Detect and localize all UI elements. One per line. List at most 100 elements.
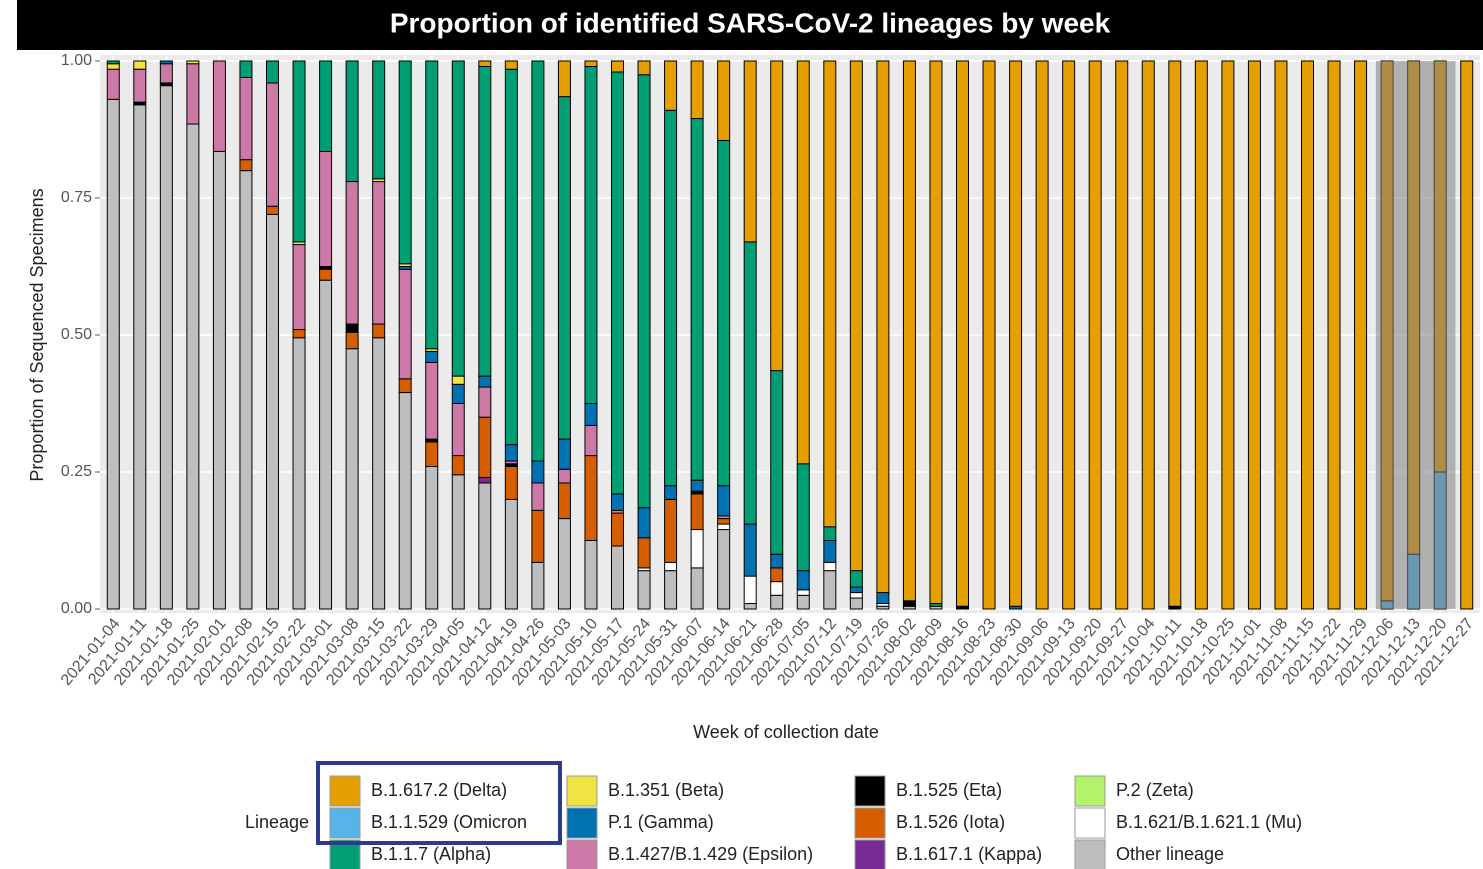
bar-segment bbox=[823, 570, 837, 610]
bar-segment bbox=[531, 561, 545, 610]
legend-label: Other lineage bbox=[1116, 844, 1224, 864]
bar-segment bbox=[584, 403, 598, 426]
shade-overlay bbox=[1375, 61, 1456, 609]
bar-segment bbox=[876, 60, 890, 594]
bar-segment bbox=[133, 60, 147, 70]
bar-segment bbox=[982, 60, 996, 610]
bar-segment bbox=[584, 424, 598, 457]
x-axis-title: Week of collection date bbox=[693, 722, 879, 742]
legend-key bbox=[1074, 839, 1106, 869]
bar-segment bbox=[159, 60, 173, 65]
bar-segment bbox=[451, 403, 465, 457]
bar-segment bbox=[823, 540, 837, 563]
y-tick-label: 0.00 bbox=[61, 600, 92, 617]
bar-segment bbox=[717, 523, 731, 531]
bar-segment bbox=[239, 76, 253, 161]
bar-segment bbox=[557, 518, 571, 610]
plot-panel bbox=[100, 55, 1480, 613]
bar-segment bbox=[159, 85, 173, 610]
y-tick-label: 0.25 bbox=[61, 463, 92, 480]
bar-segment bbox=[664, 485, 678, 500]
bar-segment bbox=[717, 529, 731, 610]
bar-segment bbox=[584, 540, 598, 610]
legend-key bbox=[854, 807, 886, 839]
y-axis-title: Proportion of Sequenced Specimens bbox=[27, 188, 47, 481]
bar-segment bbox=[637, 507, 651, 539]
bar-segment bbox=[849, 586, 863, 594]
bar-segment bbox=[1168, 60, 1182, 607]
bar-segment bbox=[398, 60, 412, 265]
bar-segment bbox=[637, 570, 651, 610]
bar-segment bbox=[557, 60, 571, 98]
legend-key bbox=[566, 807, 598, 839]
bar-segment bbox=[345, 181, 359, 325]
bar-segment bbox=[1221, 60, 1235, 610]
highlight-box bbox=[316, 761, 562, 845]
bar-segment bbox=[319, 268, 333, 281]
legend-label: B.1.617.2 (Delta) bbox=[371, 780, 507, 800]
bar-segment bbox=[425, 466, 439, 610]
bar-segment bbox=[531, 509, 545, 563]
legend-key bbox=[329, 807, 361, 839]
bar-segment bbox=[743, 60, 757, 243]
bar-segment bbox=[319, 279, 333, 610]
bar-segment bbox=[159, 63, 173, 84]
bar-segment bbox=[425, 361, 439, 440]
bar-segment bbox=[664, 498, 678, 563]
bar-segment bbox=[451, 383, 465, 405]
bar-segment bbox=[186, 123, 200, 610]
bar-segment bbox=[557, 438, 571, 470]
bar-segment bbox=[1009, 60, 1023, 607]
bar-segment bbox=[1327, 60, 1341, 610]
bar-segment bbox=[584, 60, 598, 67]
bar-segment bbox=[106, 68, 120, 100]
bar-segment bbox=[770, 581, 784, 596]
bar-segment bbox=[876, 592, 890, 605]
bar-segment bbox=[664, 570, 678, 610]
bar-segment bbox=[902, 60, 916, 602]
bar-segment bbox=[1088, 60, 1102, 610]
legend-label: B.1.427/B.1.429 (Epsilon) bbox=[608, 844, 813, 864]
bar-segment bbox=[690, 479, 704, 492]
bar-segment bbox=[743, 523, 757, 577]
bar-segment bbox=[717, 139, 731, 487]
bar-segment bbox=[770, 370, 784, 555]
bar-segment bbox=[664, 561, 678, 572]
bar-segment bbox=[611, 60, 624, 73]
title-bar bbox=[17, 0, 1483, 50]
bar-segment bbox=[637, 60, 651, 76]
bar-segment bbox=[770, 60, 784, 372]
bar-segment bbox=[372, 323, 386, 339]
bar-segment bbox=[133, 104, 147, 610]
bar-segment bbox=[372, 181, 386, 325]
bar-segment bbox=[106, 98, 120, 610]
bar-segment bbox=[398, 378, 412, 394]
bar-segment bbox=[504, 68, 518, 446]
bar-segment bbox=[690, 118, 704, 481]
bar-segment bbox=[345, 331, 359, 350]
bar-segment bbox=[239, 159, 253, 172]
bar-segment bbox=[478, 60, 492, 67]
bar-segment bbox=[212, 150, 226, 610]
legend-label: P.1 (Gamma) bbox=[608, 812, 714, 832]
bar-segment bbox=[372, 60, 386, 180]
bar-segment bbox=[345, 323, 359, 333]
bar-segment bbox=[266, 213, 279, 610]
bar-segment bbox=[504, 466, 518, 500]
bar-segment bbox=[478, 482, 492, 610]
legend-label: B.1.351 (Beta) bbox=[608, 780, 724, 800]
bar-segment bbox=[956, 60, 969, 607]
bar-segment bbox=[239, 60, 253, 78]
bar-segment bbox=[717, 60, 731, 141]
bar-segment bbox=[770, 567, 784, 583]
bar-segment bbox=[425, 60, 439, 350]
bar-segment bbox=[611, 71, 624, 495]
bar-segment bbox=[398, 392, 412, 610]
bar-segment bbox=[849, 570, 863, 588]
legend-label: B.1.526 (Iota) bbox=[896, 812, 1005, 832]
bar-segment bbox=[796, 589, 810, 596]
bar-segment bbox=[690, 529, 704, 569]
bar-segment bbox=[664, 60, 678, 111]
legend-key bbox=[566, 839, 598, 869]
bar-segment bbox=[531, 460, 545, 484]
